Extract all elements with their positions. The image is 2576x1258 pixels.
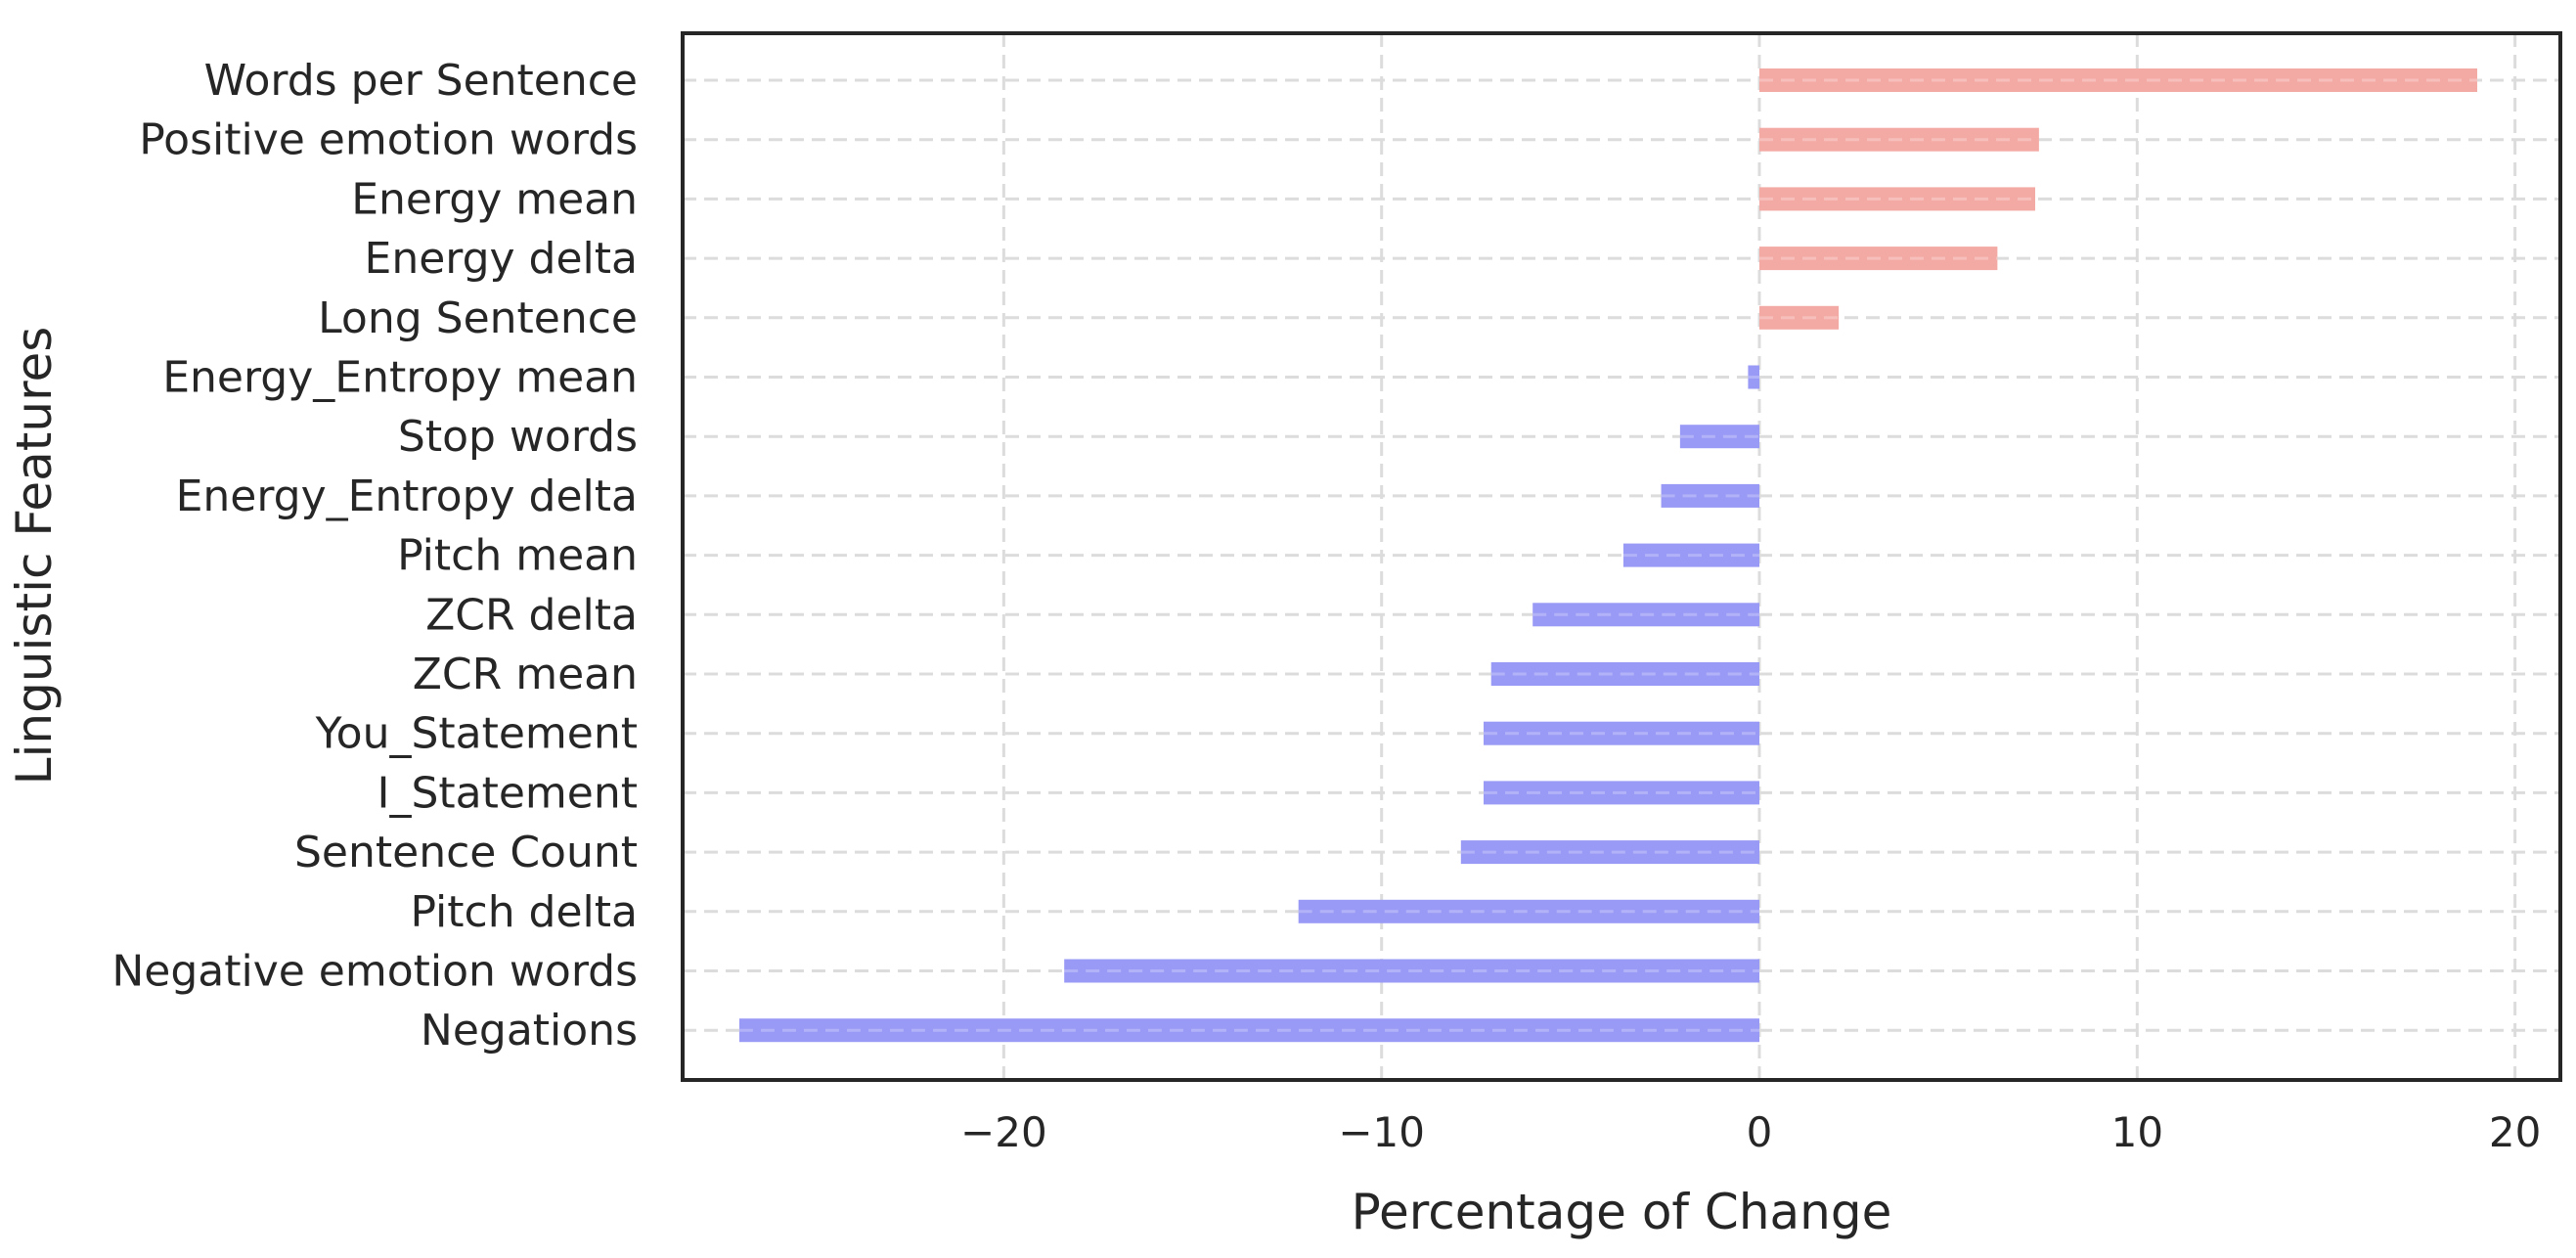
bar-words-per-sentence: [1759, 68, 2478, 92]
bar-negations: [738, 1018, 1760, 1043]
bar-positive-emotion-words: [1759, 127, 2039, 152]
category-label: Negative emotion words: [111, 947, 638, 997]
grid-overlay: [738, 78, 2478, 1032]
bar-sentence-count: [1460, 840, 1760, 865]
category-label: Negations: [421, 1006, 638, 1056]
bar-zcr-mean: [1490, 662, 1760, 686]
bar-energy-mean: [1759, 187, 2036, 211]
category-label: Pitch mean: [397, 531, 638, 581]
category-label: Words per Sentence: [204, 56, 638, 106]
category-label: Energy_Entropy mean: [162, 353, 638, 403]
x-axis-label: Percentage of Change: [1352, 1184, 1892, 1240]
bar-i-statement: [1483, 781, 1760, 805]
x-tick-label: −20: [960, 1108, 1047, 1156]
bar-you-statement: [1483, 721, 1760, 745]
plot-frame: [681, 31, 2562, 1082]
bar-energy-entropy-delta: [1661, 483, 1760, 508]
x-tick-label: 0: [1747, 1108, 1773, 1156]
bar-long-sentence: [1759, 305, 1840, 330]
x-tick-label: 10: [2111, 1108, 2163, 1156]
category-label: ZCR mean: [413, 650, 638, 699]
y-axis-label: Linguistic Features: [6, 327, 63, 786]
category-label: Energy delta: [365, 234, 638, 284]
category-label: Sentence Count: [294, 828, 638, 877]
x-tick-label: 20: [2489, 1108, 2541, 1156]
category-label: ZCR delta: [425, 590, 638, 640]
category-label: I_Statement: [377, 768, 638, 818]
category-label: Long Sentence: [318, 293, 638, 343]
category-label: Energy_Entropy delta: [176, 472, 638, 521]
bar-energy-delta: [1759, 247, 1998, 271]
category-label: Stop words: [398, 412, 638, 462]
bar-negative-emotion-words: [1064, 959, 1760, 983]
category-labels: Words per Sentence Positive emotion words…: [111, 56, 638, 1056]
x-tick-labels: −20 −10 0 10 20: [960, 1108, 2541, 1156]
bars: [738, 68, 2478, 1043]
category-label: Pitch delta: [410, 887, 638, 937]
category-label: You_Statement: [315, 709, 638, 759]
category-label: Energy mean: [351, 174, 638, 224]
bar-pitch-delta: [1298, 899, 1760, 923]
bar-stop-words: [1679, 425, 1760, 449]
bar-energy-entropy-mean: [1748, 365, 1760, 389]
bar-zcr-delta: [1532, 603, 1760, 627]
bar-pitch-mean: [1622, 543, 1760, 567]
x-tick-label: −10: [1338, 1108, 1425, 1156]
category-label: Positive emotion words: [139, 115, 638, 165]
